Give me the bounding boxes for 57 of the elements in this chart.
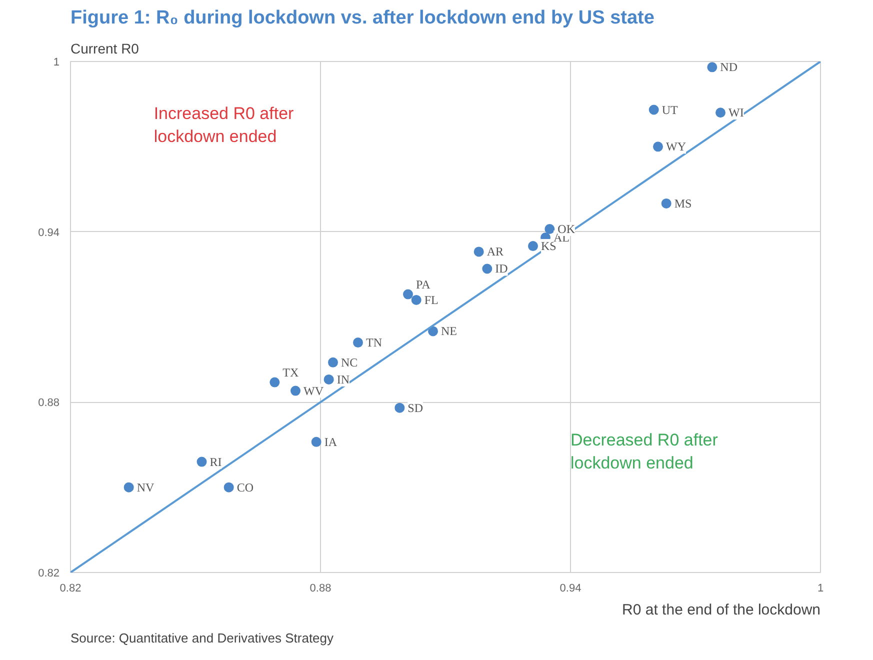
point <box>648 104 659 115</box>
data-label: UT <box>662 102 678 117</box>
y-tick-label: 0.88 <box>38 397 60 410</box>
point <box>270 377 280 388</box>
data-label: IN <box>336 372 350 386</box>
x-tick-label: 0.88 <box>310 582 332 594</box>
point <box>290 386 300 396</box>
annotation: Decreased R0 after lockdown ended <box>570 430 718 472</box>
point <box>403 289 413 300</box>
data-label: IA <box>324 434 338 449</box>
point <box>324 374 334 384</box>
point <box>224 482 234 492</box>
point <box>328 357 338 368</box>
point <box>716 108 726 118</box>
point <box>411 294 422 305</box>
data-label: TX <box>282 365 299 380</box>
x-tick-label: 0.94 <box>560 582 582 594</box>
y-tick-label: 0.94 <box>38 226 60 239</box>
data-label: ID <box>495 262 508 276</box>
x-tick-label: 1 <box>817 582 824 594</box>
data-label: WV <box>304 384 324 398</box>
x-axis-title: R0 at the end of the lockdown <box>622 602 821 618</box>
data-label: AR <box>486 244 504 259</box>
point <box>482 264 492 274</box>
annotation: Increased R0 after lockdown ended <box>154 104 294 146</box>
y-tick-label: 0.82 <box>38 568 60 580</box>
y-axis-title: Current R0 <box>70 40 140 56</box>
chart-title: Figure 1: R₀ during lockdown vs. after lockdown end by US state <box>70 8 654 28</box>
point <box>311 436 322 447</box>
point <box>661 198 672 208</box>
point <box>474 246 484 257</box>
data-label: PA <box>416 277 431 292</box>
point <box>196 456 207 467</box>
data-label: NV <box>136 480 154 494</box>
data-label: TN <box>366 336 382 350</box>
point <box>544 224 555 234</box>
point <box>707 62 718 72</box>
point <box>653 142 663 152</box>
y-tick-label: 1 <box>53 56 60 68</box>
point <box>394 402 405 413</box>
point <box>353 338 363 348</box>
data-label: WI <box>728 106 744 120</box>
source-note: Source: Quantitative and Derivatives Strategy <box>70 630 334 646</box>
data-label: FL <box>424 292 438 307</box>
data-label: ND <box>720 60 738 74</box>
data-label: SD <box>408 400 424 415</box>
data-label: WY <box>666 140 686 154</box>
data-label: NE <box>441 324 457 338</box>
data-label: OK <box>558 222 576 236</box>
point <box>428 326 438 336</box>
x-tick-label: 0.82 <box>60 582 82 594</box>
data-label: MS <box>674 196 692 210</box>
point <box>528 241 538 252</box>
point <box>124 482 134 492</box>
data-label: RI <box>210 454 222 469</box>
data-label: NC <box>341 355 358 370</box>
data-label: CO <box>236 480 254 494</box>
